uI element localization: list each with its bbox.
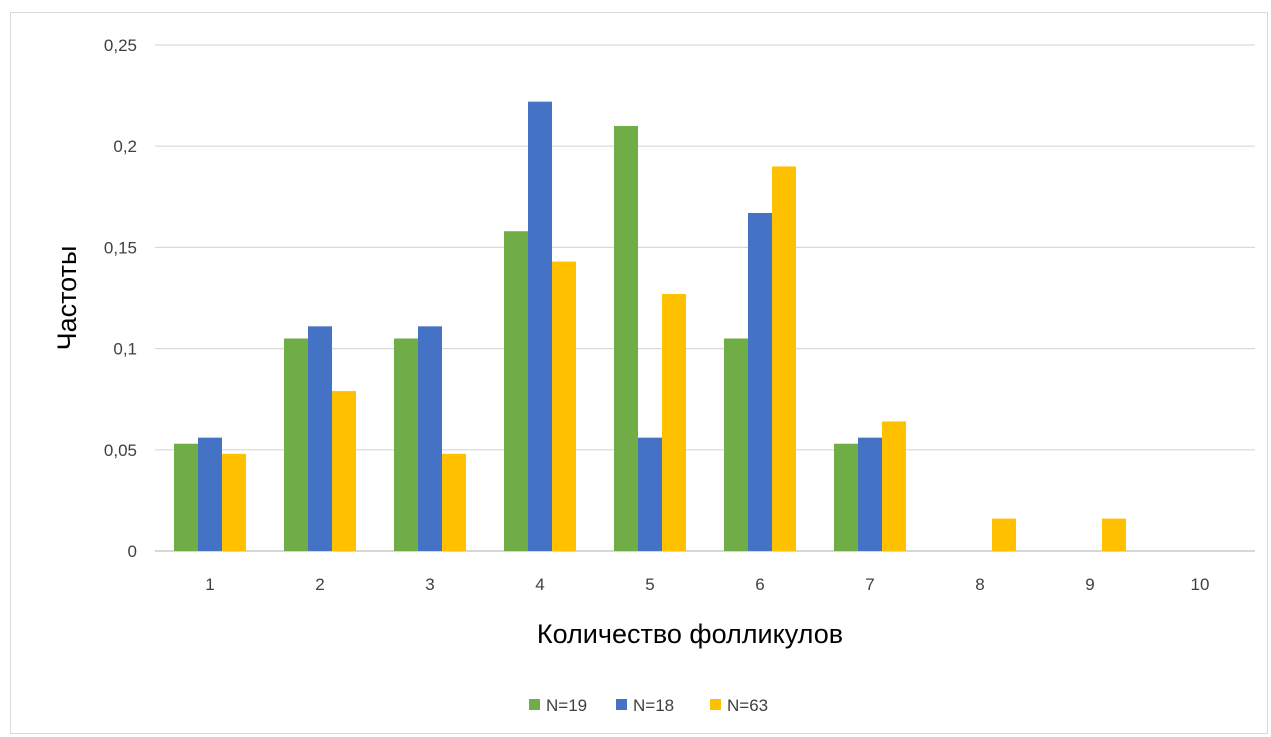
bar-N=18-7 xyxy=(858,437,882,551)
x-tick-label: 3 xyxy=(425,575,434,594)
y-tick-label: 0 xyxy=(128,542,137,561)
x-tick-label: 7 xyxy=(865,575,874,594)
legend-label: N=18 xyxy=(633,696,674,715)
bar-N=63-2 xyxy=(332,391,356,551)
x-tick-label: 10 xyxy=(1191,575,1210,594)
bar-N=18-2 xyxy=(308,326,332,551)
y-tick-label: 0,05 xyxy=(104,441,137,460)
bar-N=63-6 xyxy=(772,166,796,551)
bar-N=19-6 xyxy=(724,338,748,551)
y-axis-title: Частоты xyxy=(52,246,82,351)
y-tick-label: 0,1 xyxy=(113,340,137,359)
bar-N=63-4 xyxy=(552,261,576,551)
x-tick-label: 9 xyxy=(1085,575,1094,594)
y-axis-ticks: 0 0,05 0,1 0,15 0,2 0,25 xyxy=(104,36,137,561)
bar-N=18-5 xyxy=(638,437,662,551)
y-tick-label: 0,2 xyxy=(113,137,137,156)
x-tick-label: 4 xyxy=(535,575,544,594)
bar-N=63-3 xyxy=(442,453,466,551)
legend-swatch xyxy=(710,699,721,710)
bar-N=18-1 xyxy=(198,437,222,551)
bar-N=19-7 xyxy=(834,443,858,551)
legend-swatch xyxy=(616,699,627,710)
bars xyxy=(174,101,1126,552)
y-tick-label: 0,25 xyxy=(104,36,137,55)
bar-N=63-1 xyxy=(222,453,246,551)
chart-frame xyxy=(10,12,1268,734)
y-tick-label: 0,15 xyxy=(104,238,137,257)
bar-N=63-5 xyxy=(662,293,686,551)
bar-N=18-6 xyxy=(748,212,772,551)
legend-label: N=19 xyxy=(546,696,587,715)
x-tick-label: 1 xyxy=(205,575,214,594)
x-tick-label: 5 xyxy=(645,575,654,594)
x-axis-title: Количество фолликулов xyxy=(537,619,843,649)
bar-N=18-4 xyxy=(528,101,552,551)
bar-N=18-3 xyxy=(418,326,442,551)
bar-N=63-8 xyxy=(992,518,1016,551)
x-tick-label: 2 xyxy=(315,575,324,594)
x-tick-label: 6 xyxy=(755,575,764,594)
legend-label: N=63 xyxy=(727,696,768,715)
bar-N=19-1 xyxy=(174,443,198,551)
bar-N=19-4 xyxy=(504,231,528,551)
bar-N=19-3 xyxy=(394,338,418,551)
bar-N=63-7 xyxy=(882,421,906,551)
x-tick-label: 8 xyxy=(975,575,984,594)
bar-N=63-9 xyxy=(1102,518,1126,551)
legend-swatch xyxy=(529,699,540,710)
legend: N=19 N=18 N=63 xyxy=(529,696,768,715)
bar-N=19-5 xyxy=(614,125,638,552)
bar-N=19-2 xyxy=(284,338,308,551)
x-axis-ticks: 1 2 3 4 5 6 7 8 9 10 xyxy=(205,575,1209,594)
